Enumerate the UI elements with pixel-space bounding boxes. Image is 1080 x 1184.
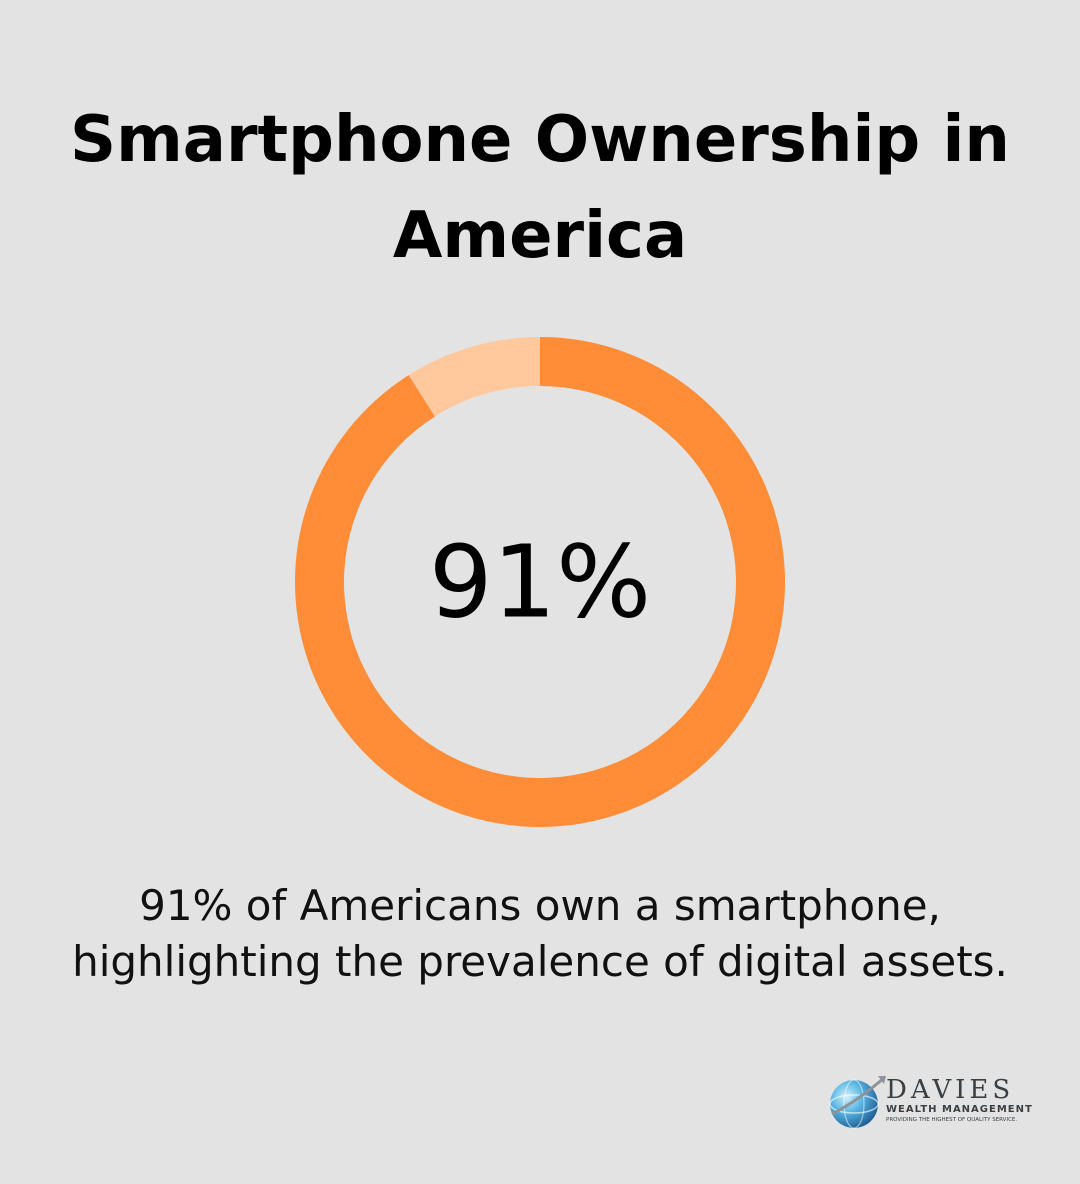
logo-name: DAVIES — [886, 1075, 1015, 1105]
globe-icon — [829, 1076, 886, 1129]
donut-slices — [294, 337, 785, 827]
donut-chart: 91% — [290, 332, 790, 832]
chart-caption: 91% of Americans own a smartphone, highl… — [40, 878, 1040, 990]
logo-tagline: PROVIDING THE HIGHEST OF QUALITY SERVICE… — [886, 1117, 1018, 1123]
logo-text: DAVIES WEALTH MANAGEMENT PROVIDING THE H… — [886, 1076, 1038, 1124]
donut-svg: 91% — [294, 337, 785, 827]
company-logo: DAVIES WEALTH MANAGEMENT PROVIDING THE H… — [826, 1072, 1040, 1134]
donut-slice-2 — [408, 337, 540, 417]
chart-title: Smartphone Ownership in America — [70, 103, 1010, 273]
center-value-label: 91% — [429, 524, 651, 641]
logo-subtitle: WEALTH MANAGEMENT — [886, 1104, 1033, 1115]
caption-line-2: highlighting the prevalence of digital a… — [72, 937, 1008, 986]
caption-line-1: 91% of Americans own a smartphone, — [139, 881, 941, 930]
